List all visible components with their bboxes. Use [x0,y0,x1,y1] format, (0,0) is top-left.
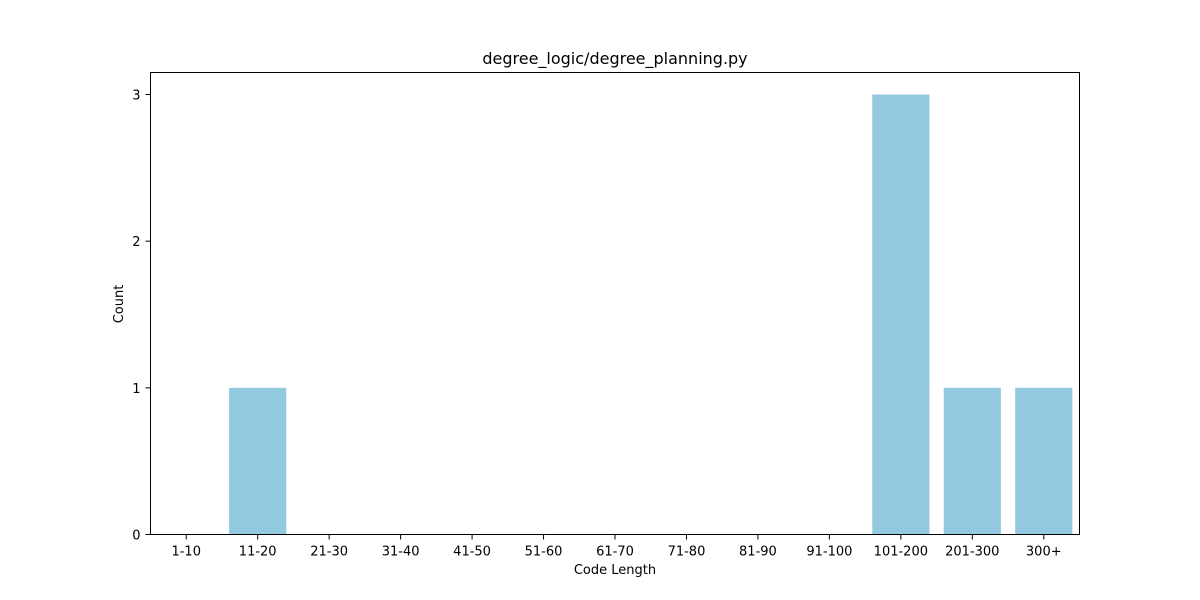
x-tick-label: 41-50 [453,545,491,560]
y-axis: 0 1 2 3 [132,89,151,544]
x-tick-label: 1-10 [171,545,201,560]
x-tick-label: 81-90 [739,545,777,560]
y-tick-label: 2 [132,235,140,250]
x-tick-label: 71-80 [668,545,706,560]
x-tick-label: 11-20 [239,545,277,560]
x-tick-label: 91-100 [806,545,852,560]
x-tick-label: 300+ [1026,545,1062,560]
y-tick-label: 3 [132,89,140,104]
plot-frame [150,72,1080,535]
y-tick-label: 1 [132,382,140,397]
x-tick-label: 101-200 [874,545,928,560]
x-tick-label: 51-60 [525,545,563,560]
x-tick-label: 61-70 [596,545,634,560]
x-axis-label: Code Length [574,563,656,578]
bar-201-300 [943,387,1001,535]
y-tick-label: 0 [132,529,140,544]
y-axis-label: Count [112,285,127,324]
bar-300+ [1015,387,1073,535]
x-tick-label: 201-300 [945,545,999,560]
x-tick-label: 31-40 [382,545,420,560]
chart-title: degree_logic/degree_planning.py [482,49,747,69]
x-axis: 1-10 11-20 21-30 31-40 41-50 51-60 61-70 71-80 8… [171,534,1062,560]
bar-11-20 [229,387,287,535]
bars-group [229,94,1073,535]
bar-101-200 [872,94,930,535]
x-tick-label: 21-30 [310,545,348,560]
